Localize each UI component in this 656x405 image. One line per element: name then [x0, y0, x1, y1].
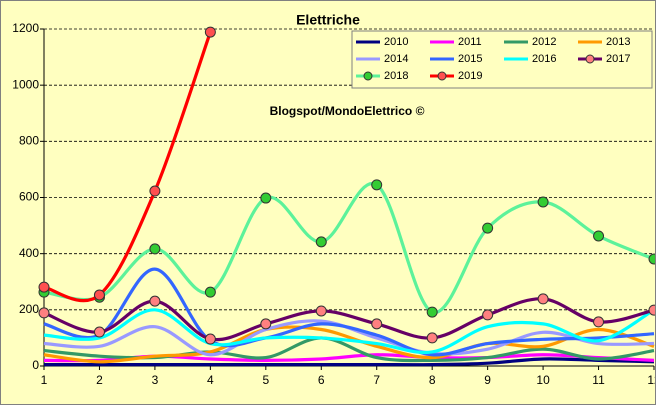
marker	[149, 243, 161, 255]
legend-label: 2014	[384, 53, 408, 65]
chart-title: Elettriche	[296, 12, 360, 28]
annotation: Blogspot/MondoElettrico ©	[270, 104, 425, 118]
marker	[149, 185, 161, 197]
legend-label: 2011	[458, 36, 482, 48]
legend: 2010 2011 2012 2013 2014 2015 2016 2017 2018 2019	[351, 30, 653, 89]
marker	[93, 326, 105, 338]
marker	[204, 26, 216, 38]
marker	[648, 304, 655, 316]
y-tick-label: 0	[32, 358, 39, 372]
series-line	[43, 181, 655, 314]
marker	[93, 289, 105, 301]
series-line	[43, 297, 655, 342]
x-tick-label: 3	[152, 373, 159, 387]
legend-marker	[585, 54, 595, 64]
x-tick-label: 2	[96, 373, 103, 387]
series-line	[43, 325, 655, 364]
marker	[482, 309, 494, 321]
y-tick-label: 600	[19, 190, 39, 204]
legend-marker	[363, 71, 373, 81]
legend-label: 2018	[384, 70, 408, 82]
legend-marker	[437, 71, 447, 81]
y-tick-label: 800	[19, 134, 39, 148]
marker	[593, 316, 605, 328]
y-tick-label: 1000	[12, 77, 39, 91]
marker	[204, 286, 216, 298]
x-tick-label: 5	[262, 373, 269, 387]
x-tick-label: 12	[647, 373, 655, 387]
series-line	[43, 31, 212, 303]
legend-label: 2019	[458, 70, 482, 82]
series-line	[43, 267, 655, 357]
marker	[426, 306, 438, 318]
marker	[593, 230, 605, 242]
marker	[482, 222, 494, 234]
x-tick-label: 7	[373, 373, 380, 387]
marker	[260, 192, 272, 204]
marker	[648, 253, 655, 265]
x-tick-label: 1	[41, 373, 48, 387]
marker	[38, 281, 50, 293]
legend-label: 2013	[606, 36, 630, 48]
marker	[38, 307, 50, 319]
marker	[149, 295, 161, 307]
marker	[315, 305, 327, 317]
marker	[260, 318, 272, 330]
y-tick-label: 200	[19, 302, 39, 316]
x-tick-label: 4	[207, 373, 214, 387]
x-tick-label: 10	[536, 373, 550, 387]
x-tick-label: 11	[592, 373, 605, 387]
marker	[371, 318, 383, 330]
y-tick-label: 1200	[12, 21, 39, 35]
marker	[537, 196, 549, 208]
legend-label: 2015	[458, 53, 482, 65]
marker	[426, 332, 438, 344]
legend-label: 2016	[532, 53, 556, 65]
legend-label: 2010	[384, 36, 408, 48]
x-tick-label: 6	[318, 373, 325, 387]
y-tick-label: 400	[19, 246, 39, 260]
marker	[537, 293, 549, 305]
x-tick-label: 8	[429, 373, 436, 387]
marker	[371, 179, 383, 191]
marker	[315, 236, 327, 248]
series-line	[44, 357, 655, 367]
x-tick-label: 9	[484, 373, 491, 387]
legend-label: 2017	[606, 53, 630, 65]
marker	[204, 333, 216, 345]
legend-label: 2012	[532, 36, 556, 48]
series-line	[43, 308, 655, 355]
